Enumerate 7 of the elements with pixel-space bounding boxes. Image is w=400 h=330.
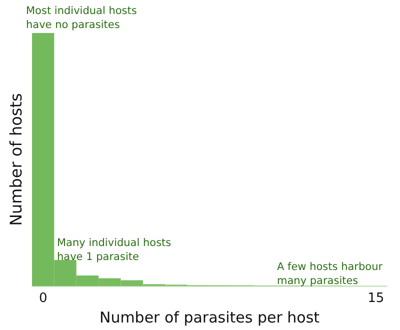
x-axis-title: Number of parasites per host (99, 308, 320, 326)
annotation: A few hosts harbour many parasites (277, 261, 386, 287)
annotation: Many individual hosts have 1 parasite (57, 237, 174, 263)
y-axis-title: Number of hosts (6, 93, 26, 226)
text: Most individual hosts have no parasites (26, 5, 140, 31)
x-tick-label: 15 (368, 291, 384, 306)
x-tick-label: 0 (38, 291, 48, 306)
